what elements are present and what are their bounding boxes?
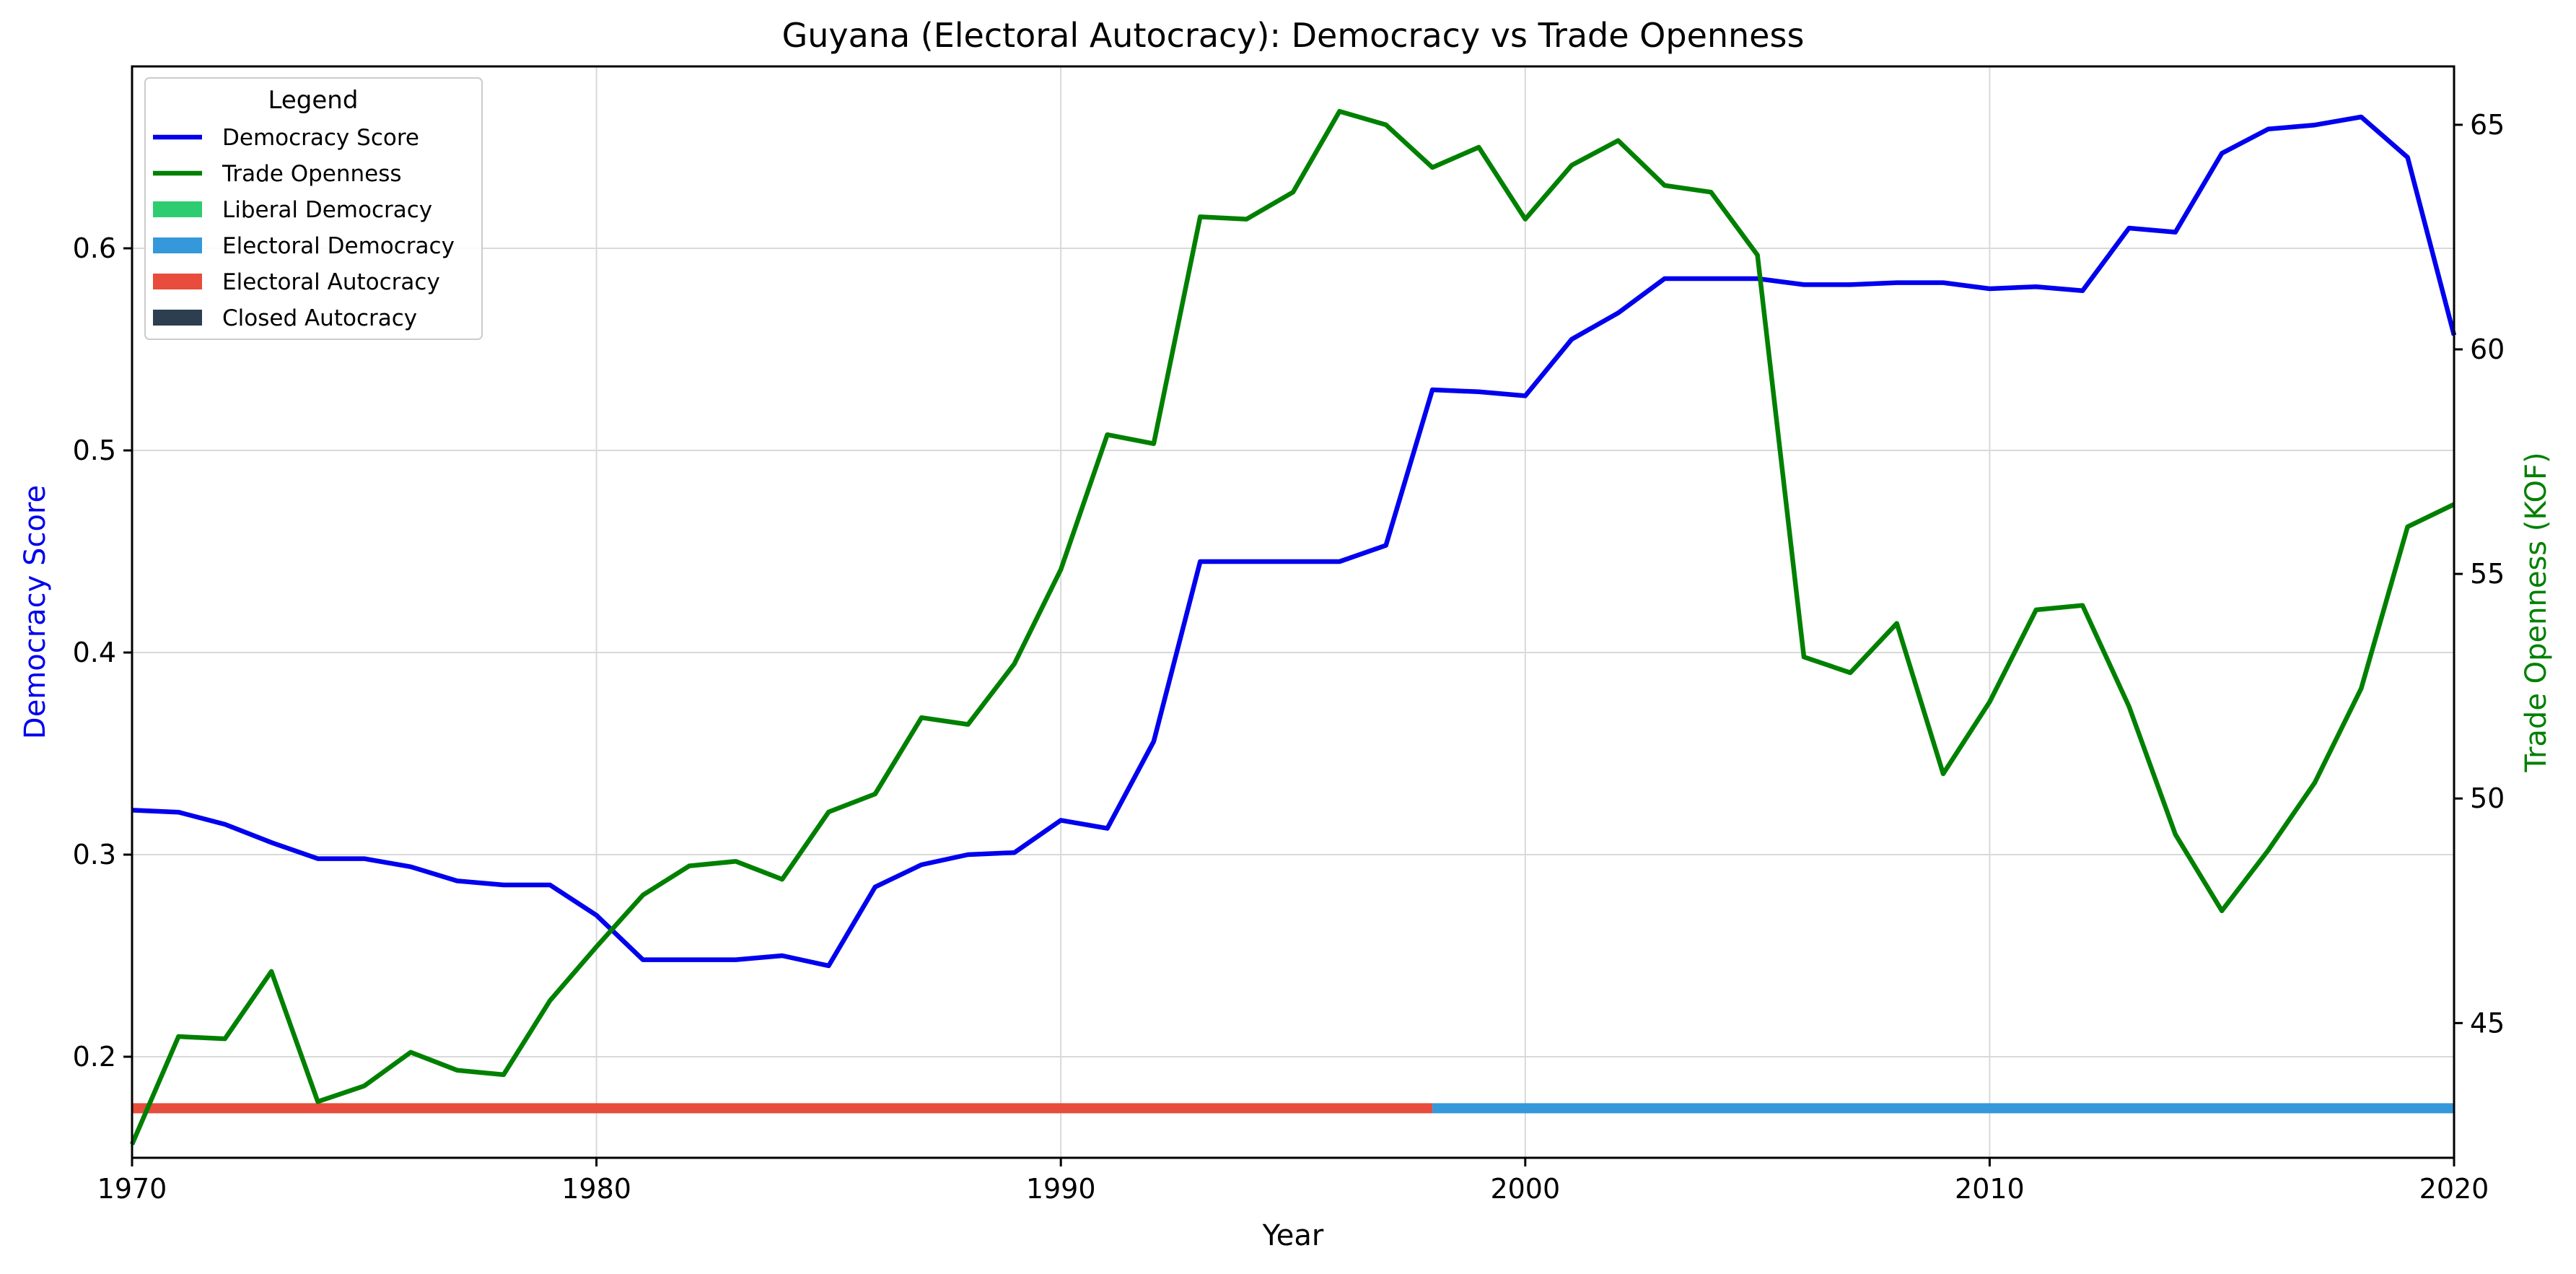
legend-items: Democracy Score Trade Openness Liberal Dem… <box>153 125 455 331</box>
legend-swatch-electoral-autocracy <box>153 274 202 289</box>
x-tick-label: 2020 <box>2419 1173 2489 1205</box>
y-left-tick-label: 0.2 <box>73 1041 116 1073</box>
x-tick-label: 1990 <box>1026 1173 1096 1205</box>
legend-label-electoral-autocracy: Electoral Autocracy <box>222 269 440 295</box>
series-lines <box>130 108 2457 1146</box>
x-tick-label: 1980 <box>561 1173 631 1205</box>
legend-label-electoral-democracy: Electoral Democracy <box>222 233 455 259</box>
legend-label-democracy-score: Democracy Score <box>222 125 419 151</box>
x-tick-label: 1970 <box>97 1173 167 1205</box>
x-tick-label: 2010 <box>1955 1173 2025 1205</box>
legend-swatch-closed-autocracy <box>153 310 202 326</box>
legend-label-liberal-democracy: Liberal Democracy <box>222 197 432 223</box>
y-right-tick-label: 45 <box>2470 1007 2505 1039</box>
y-left-tick-label: 0.5 <box>73 435 116 466</box>
legend: Legend Democracy Score Trade Openness Libe… <box>144 77 483 340</box>
legend-title: Legend <box>268 86 359 115</box>
y-left-tick-label: 0.6 <box>73 232 116 264</box>
legend-label-closed-autocracy: Closed Autocracy <box>222 305 417 331</box>
trade-openness-line <box>130 108 2455 1146</box>
y-right-tick-label: 60 <box>2470 333 2505 365</box>
x-axis-label: Year <box>1262 1219 1324 1252</box>
y-right-tick-label: 50 <box>2470 782 2505 814</box>
axes: 1970 1980 1990 2000 2010 2020 0.2 0.3 0.4 0.5 0.6 4… <box>73 109 2505 1205</box>
y-axis-left-label: Democracy Score <box>19 485 52 739</box>
legend-box <box>144 77 483 340</box>
chart-title: Guyana (Electoral Autocracy): Democracy … <box>782 16 1805 55</box>
y-left-tick-label: 0.3 <box>73 839 116 871</box>
legend-swatch-liberal-democracy <box>153 201 202 217</box>
legend-swatch-electoral-democracy <box>153 237 202 253</box>
plot-frame <box>131 65 2455 1159</box>
y-left-tick-label: 0.4 <box>73 637 116 668</box>
y-axis-right-label: Trade Openness (KOF) <box>2520 452 2553 772</box>
y-right-tick-label: 65 <box>2470 109 2505 141</box>
x-tick-label: 2000 <box>1490 1173 1560 1205</box>
legend-label-trade-openness: Trade Openness <box>222 161 402 187</box>
democracy-score-line <box>131 114 2457 969</box>
y-right-tick-label: 55 <box>2470 558 2505 590</box>
